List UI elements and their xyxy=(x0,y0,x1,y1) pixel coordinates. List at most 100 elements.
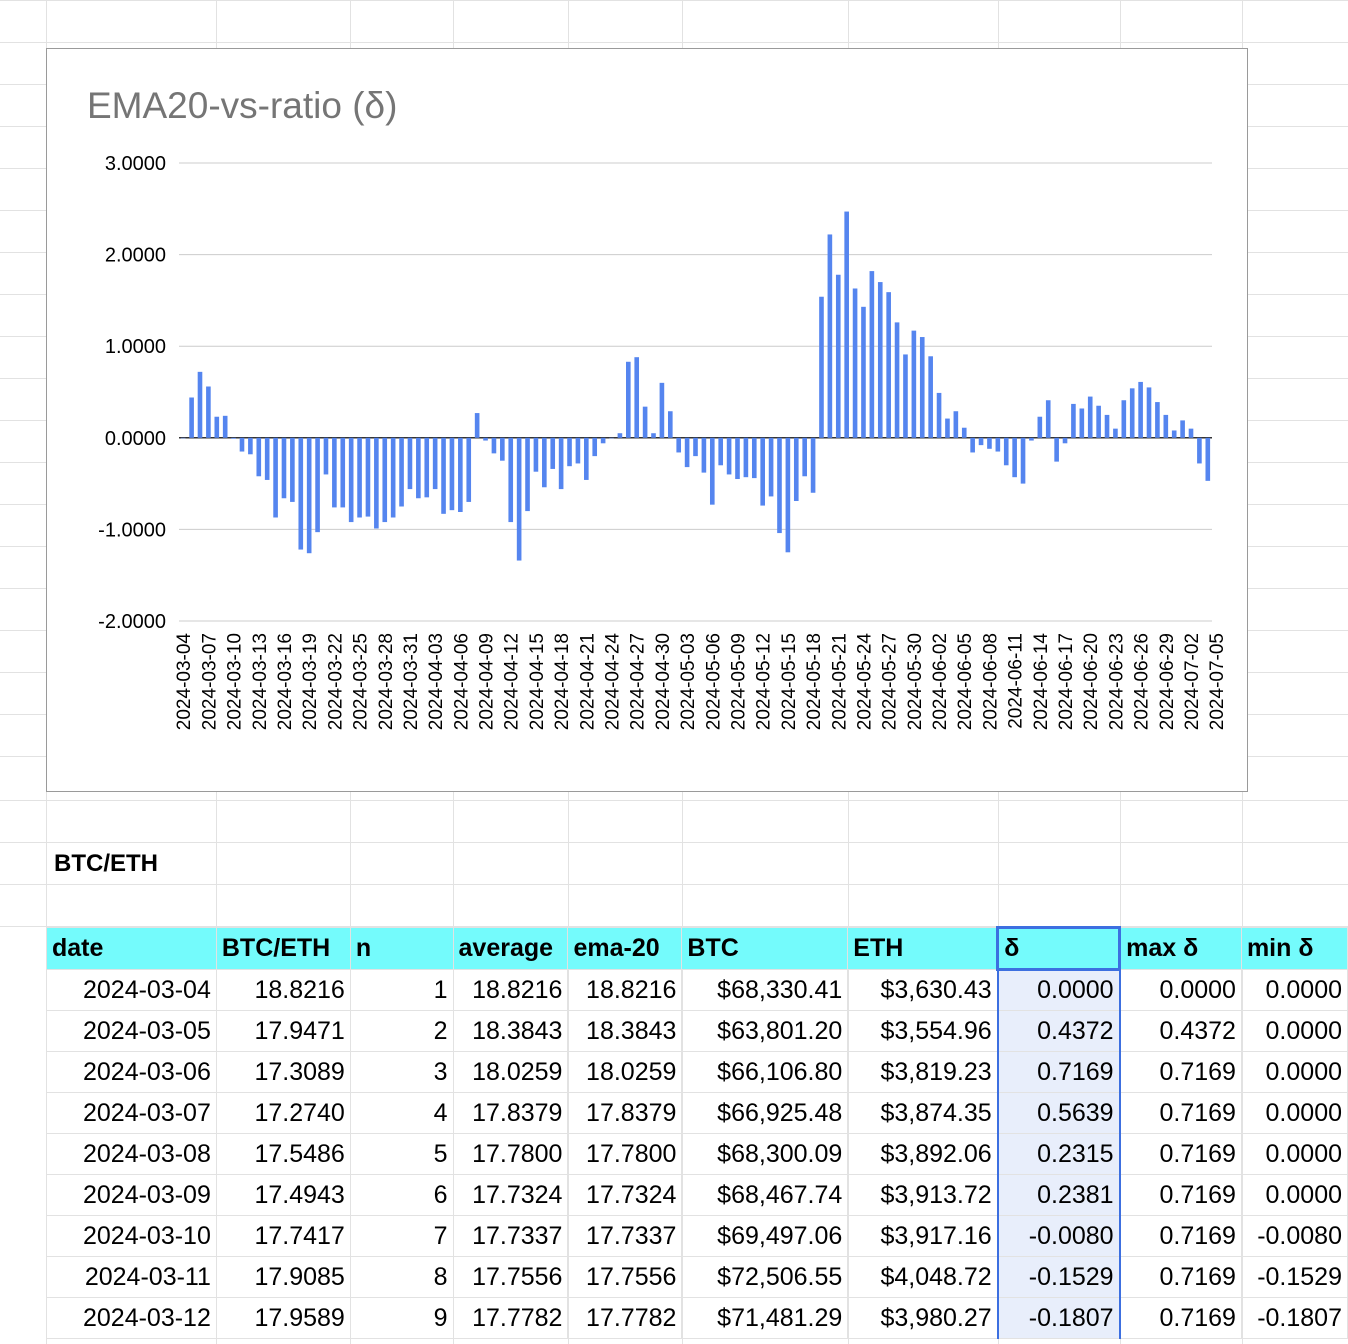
chart-bar[interactable] xyxy=(214,416,220,438)
cell-average[interactable]: 18.0259 xyxy=(452,1051,569,1093)
chart-bar[interactable] xyxy=(516,437,522,561)
chart-bar[interactable] xyxy=(919,337,925,438)
cell-eth[interactable]: $3,980.27 xyxy=(847,1297,999,1339)
chart-bar[interactable] xyxy=(382,437,388,523)
cell-date[interactable]: 2024-03-07 xyxy=(46,1092,217,1134)
cell-ema-20[interactable]: 17.8379 xyxy=(567,1092,683,1134)
cell-min-delta[interactable]: 0.0000 xyxy=(1240,1174,1348,1216)
cell-max-delta[interactable]: 0.7169 xyxy=(1119,1174,1242,1216)
chart-bar[interactable] xyxy=(987,437,992,449)
cell-btc[interactable]: $69,497.06 xyxy=(681,1215,849,1257)
cell-max-delta[interactable]: 0.7169 xyxy=(1119,1256,1242,1298)
cell-average[interactable]: 17.7324 xyxy=(452,1174,569,1216)
cell-delta[interactable]: 0.4372 xyxy=(996,1010,1121,1052)
header-min-delta[interactable]: min δ xyxy=(1240,927,1348,970)
chart-bar[interactable] xyxy=(1020,437,1026,484)
chart-bar[interactable] xyxy=(567,437,572,467)
cell-date[interactable]: 2024-03-10 xyxy=(46,1215,217,1257)
chart-bar[interactable] xyxy=(491,437,497,454)
cell-delta[interactable]: 0.5639 xyxy=(996,1092,1121,1134)
chart-bar[interactable] xyxy=(1012,437,1017,478)
cell-btc-eth[interactable]: 17.2740 xyxy=(215,1092,351,1134)
chart-bar[interactable] xyxy=(903,354,908,438)
cell-min-delta[interactable]: -0.0080 xyxy=(1240,1215,1348,1257)
chart-bar[interactable] xyxy=(323,437,329,475)
cell-btc[interactable]: $66,925.48 xyxy=(681,1092,849,1134)
chart-bar[interactable] xyxy=(1129,388,1135,438)
cell-ema-20[interactable]: 17.7556 xyxy=(567,1256,683,1298)
chart-bar[interactable] xyxy=(819,296,824,438)
chart-bar[interactable] xyxy=(642,406,648,438)
chart-bar[interactable] xyxy=(248,437,253,455)
chart-bar[interactable] xyxy=(273,437,278,518)
chart-bar[interactable] xyxy=(869,271,875,438)
chart-bar[interactable] xyxy=(1104,414,1110,438)
cell-delta[interactable]: 0.0000 xyxy=(996,969,1121,1011)
header-eth[interactable]: ETH xyxy=(847,927,999,970)
chart-bar[interactable] xyxy=(1113,428,1118,438)
chart-bar[interactable] xyxy=(424,437,430,498)
cell-btc[interactable]: $68,467.74 xyxy=(681,1174,849,1216)
chart-bar[interactable] xyxy=(365,437,371,517)
cell-max-delta[interactable]: 0.7169 xyxy=(1119,1297,1242,1339)
chart-bar[interactable] xyxy=(1003,437,1009,466)
chart-bar[interactable] xyxy=(1029,437,1034,441)
cell-btc[interactable]: $72,506.55 xyxy=(681,1256,849,1298)
chart-bar[interactable] xyxy=(281,437,287,499)
cell-delta[interactable]: -0.1807 xyxy=(996,1297,1121,1339)
cell-btc[interactable]: $68,300.09 xyxy=(681,1133,849,1175)
cell-max-delta[interactable]: 0.7169 xyxy=(1119,1215,1242,1257)
chart-bar[interactable] xyxy=(785,437,791,553)
chart-bar[interactable] xyxy=(1062,437,1068,444)
cell-min-delta[interactable]: -0.1807 xyxy=(1240,1297,1348,1339)
chart-bar[interactable] xyxy=(835,274,841,438)
cell-n[interactable]: 6 xyxy=(349,1174,454,1216)
cell-date[interactable]: 2024-03-05 xyxy=(46,1010,217,1052)
chart-bar[interactable] xyxy=(1146,387,1152,438)
chart-bar[interactable] xyxy=(945,418,950,438)
cell-ema-20[interactable]: 18.8216 xyxy=(567,969,683,1011)
chart-bar[interactable] xyxy=(474,413,480,438)
chart-bar[interactable] xyxy=(886,292,891,438)
chart-bar[interactable] xyxy=(802,437,807,477)
cell-btc-eth[interactable]: 17.5486 xyxy=(215,1133,351,1175)
cell-eth[interactable]: $3,630.43 xyxy=(847,969,999,1011)
cell-eth[interactable]: $3,892.06 xyxy=(847,1133,999,1175)
chart-bar[interactable] xyxy=(239,437,245,452)
cell-max-delta[interactable]: 0.7169 xyxy=(1119,1051,1242,1093)
chart-bar[interactable] xyxy=(978,437,984,446)
chart-bar[interactable] xyxy=(390,437,396,518)
chart-bar[interactable] xyxy=(357,437,362,518)
cell-ema-20[interactable]: 18.0259 xyxy=(567,1051,683,1093)
cell-average[interactable]: 17.7782 xyxy=(452,1297,569,1339)
cell-btc[interactable]: $66,106.80 xyxy=(681,1051,849,1093)
cell-n[interactable]: 1 xyxy=(349,969,454,1011)
cell-btc[interactable]: $68,330.41 xyxy=(681,969,849,1011)
chart-bar[interactable] xyxy=(793,437,799,502)
chart-bar[interactable] xyxy=(1045,400,1051,438)
chart-bar[interactable] xyxy=(911,330,917,438)
chart-bar[interactable] xyxy=(550,437,556,469)
chart-bar[interactable] xyxy=(1171,430,1177,438)
chart-bar[interactable] xyxy=(718,437,724,466)
header-n[interactable]: n xyxy=(349,927,454,970)
cell-n[interactable]: 8 xyxy=(349,1256,454,1298)
chart-bar[interactable] xyxy=(542,437,547,488)
cell-min-delta[interactable]: 0.0000 xyxy=(1240,1133,1348,1175)
chart-bar[interactable] xyxy=(634,357,640,438)
cell-eth[interactable]: $3,819.23 xyxy=(847,1051,999,1093)
chart-bar[interactable] xyxy=(508,437,514,523)
chart-bar[interactable] xyxy=(609,437,614,439)
chart-bar[interactable] xyxy=(735,437,740,480)
chart-bar[interactable] xyxy=(306,437,312,554)
cell-max-delta[interactable]: 0.0000 xyxy=(1119,969,1242,1011)
cell-average[interactable]: 17.7800 xyxy=(452,1133,569,1175)
chart-bar[interactable] xyxy=(533,437,539,472)
cell-min-delta[interactable]: 0.0000 xyxy=(1240,1051,1348,1093)
chart-bar[interactable] xyxy=(751,437,757,479)
chart-bar[interactable] xyxy=(1138,381,1143,438)
cell-date[interactable]: 2024-03-11 xyxy=(46,1256,217,1298)
cell-btc-eth[interactable]: 17.4943 xyxy=(215,1174,351,1216)
cell-delta[interactable]: 0.7169 xyxy=(996,1051,1121,1093)
header-ema-20[interactable]: ema-20 xyxy=(567,927,683,970)
